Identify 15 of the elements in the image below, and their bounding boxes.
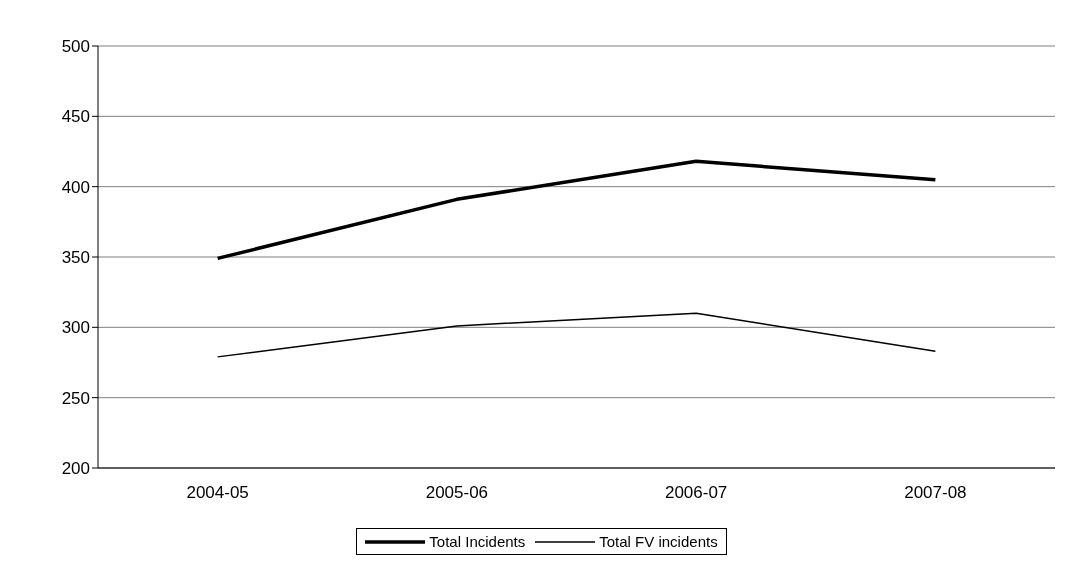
- line-series: [215, 159, 938, 261]
- line-series: [216, 312, 937, 358]
- x-tick-label: 2006-07: [664, 483, 728, 503]
- y-tick-label: 500: [61, 37, 90, 57]
- x-tick-label: 2007-08: [904, 483, 967, 503]
- legend-label: Total Incidents: [428, 533, 526, 550]
- y-tick-label: 400: [61, 177, 90, 197]
- y-tick-label: 300: [61, 318, 90, 338]
- legend-label: Total FV incidents: [598, 533, 718, 550]
- y-tick-label: 450: [61, 107, 90, 127]
- y-tick-label: 200: [61, 459, 90, 479]
- x-tick-label: 2005-06: [425, 483, 489, 503]
- x-tick-label: 2004-05: [186, 483, 249, 503]
- y-tick-label: 250: [61, 388, 90, 408]
- y-tick-label: 350: [61, 248, 90, 268]
